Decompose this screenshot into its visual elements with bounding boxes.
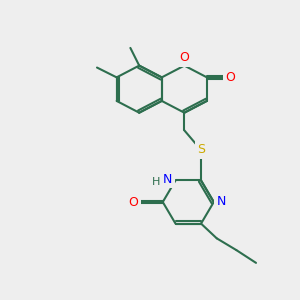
Text: O: O <box>179 51 189 64</box>
Text: N: N <box>163 173 172 186</box>
Text: O: O <box>128 196 138 208</box>
Text: H: H <box>152 177 160 188</box>
Text: O: O <box>226 71 236 84</box>
Text: N: N <box>217 194 226 208</box>
Text: S: S <box>197 143 205 157</box>
